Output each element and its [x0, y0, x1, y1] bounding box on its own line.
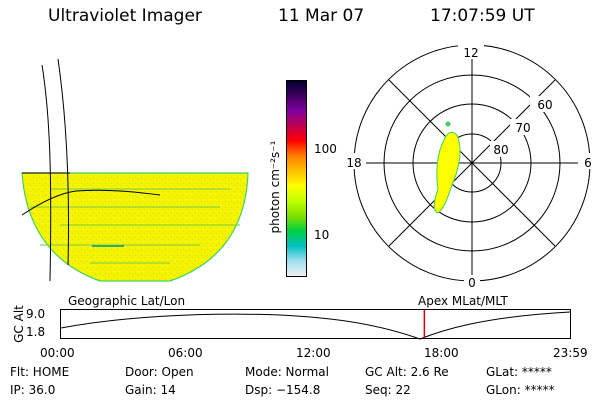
colorbar-tick-100: 100 — [314, 142, 337, 156]
status-mode: Mode: Normal — [245, 365, 329, 379]
orbit-xtick-0000: 00:00 — [40, 346, 75, 360]
status-flight: Flt: HOME — [10, 365, 70, 379]
app-title: Ultraviolet Imager — [48, 6, 202, 26]
orbit-altitude-curve — [60, 311, 571, 340]
orbit-ytick-9: 9.0 — [26, 307, 46, 321]
mlt-label-0: 0 — [468, 276, 476, 290]
time-label: 17:07:59 UT — [430, 6, 535, 26]
meridian-line-1 — [41, 64, 52, 282]
mlt-label-12: 12 — [463, 46, 478, 60]
aurora-oval — [433, 131, 461, 214]
meridian-line-2 — [57, 58, 69, 266]
status-seq: Seq: 22 — [365, 383, 411, 397]
geographic-image — [21, 172, 249, 282]
colorbar-label: photon cm⁻²s⁻¹ — [268, 140, 282, 234]
status-door: Door: Open — [125, 365, 194, 379]
parallel-line — [21, 189, 161, 216]
orbit-xtick-1800: 18:00 — [424, 346, 459, 360]
mlt-label-6: 6 — [584, 156, 592, 170]
status-ip: IP: 36.0 — [10, 383, 56, 397]
status-glon: GLon: ***** — [486, 383, 555, 397]
mlt-label-18: 18 — [346, 156, 361, 170]
lat-label-60: 60 — [537, 98, 552, 112]
status-gc-alt: GC Alt: 2.6 Re — [365, 365, 449, 379]
geographic-image-panel — [21, 58, 249, 282]
orbit-ytick-1: 1.8 — [26, 325, 46, 339]
date-label: 11 Mar 07 — [278, 6, 365, 26]
orbit-xtick-2359: 23:59 — [553, 346, 588, 360]
orbit-plot — [60, 309, 571, 340]
colorbar — [286, 80, 307, 277]
lat-label-80: 80 — [493, 143, 508, 157]
status-glat: GLat: ***** — [486, 365, 552, 379]
colorbar-tick-10: 10 — [314, 228, 330, 242]
aurora-spot — [445, 121, 451, 127]
orbit-xtick-0600: 06:00 — [168, 346, 203, 360]
polar-plot: 12 18 6 0 60 70 80 — [342, 45, 598, 290]
colorbar-gradient — [287, 81, 306, 276]
orbit-ylabel: GC Alt — [12, 305, 26, 343]
orbit-right-title: Apex MLat/MLT — [418, 294, 508, 308]
status-gain: Gain: 14 — [125, 383, 176, 397]
orbit-left-title: Geographic Lat/Lon — [68, 294, 186, 308]
lat-label-70: 70 — [515, 121, 530, 135]
orbit-xtick-1200: 12:00 — [296, 346, 331, 360]
status-dsp: Dsp: −154.8 — [245, 383, 321, 397]
